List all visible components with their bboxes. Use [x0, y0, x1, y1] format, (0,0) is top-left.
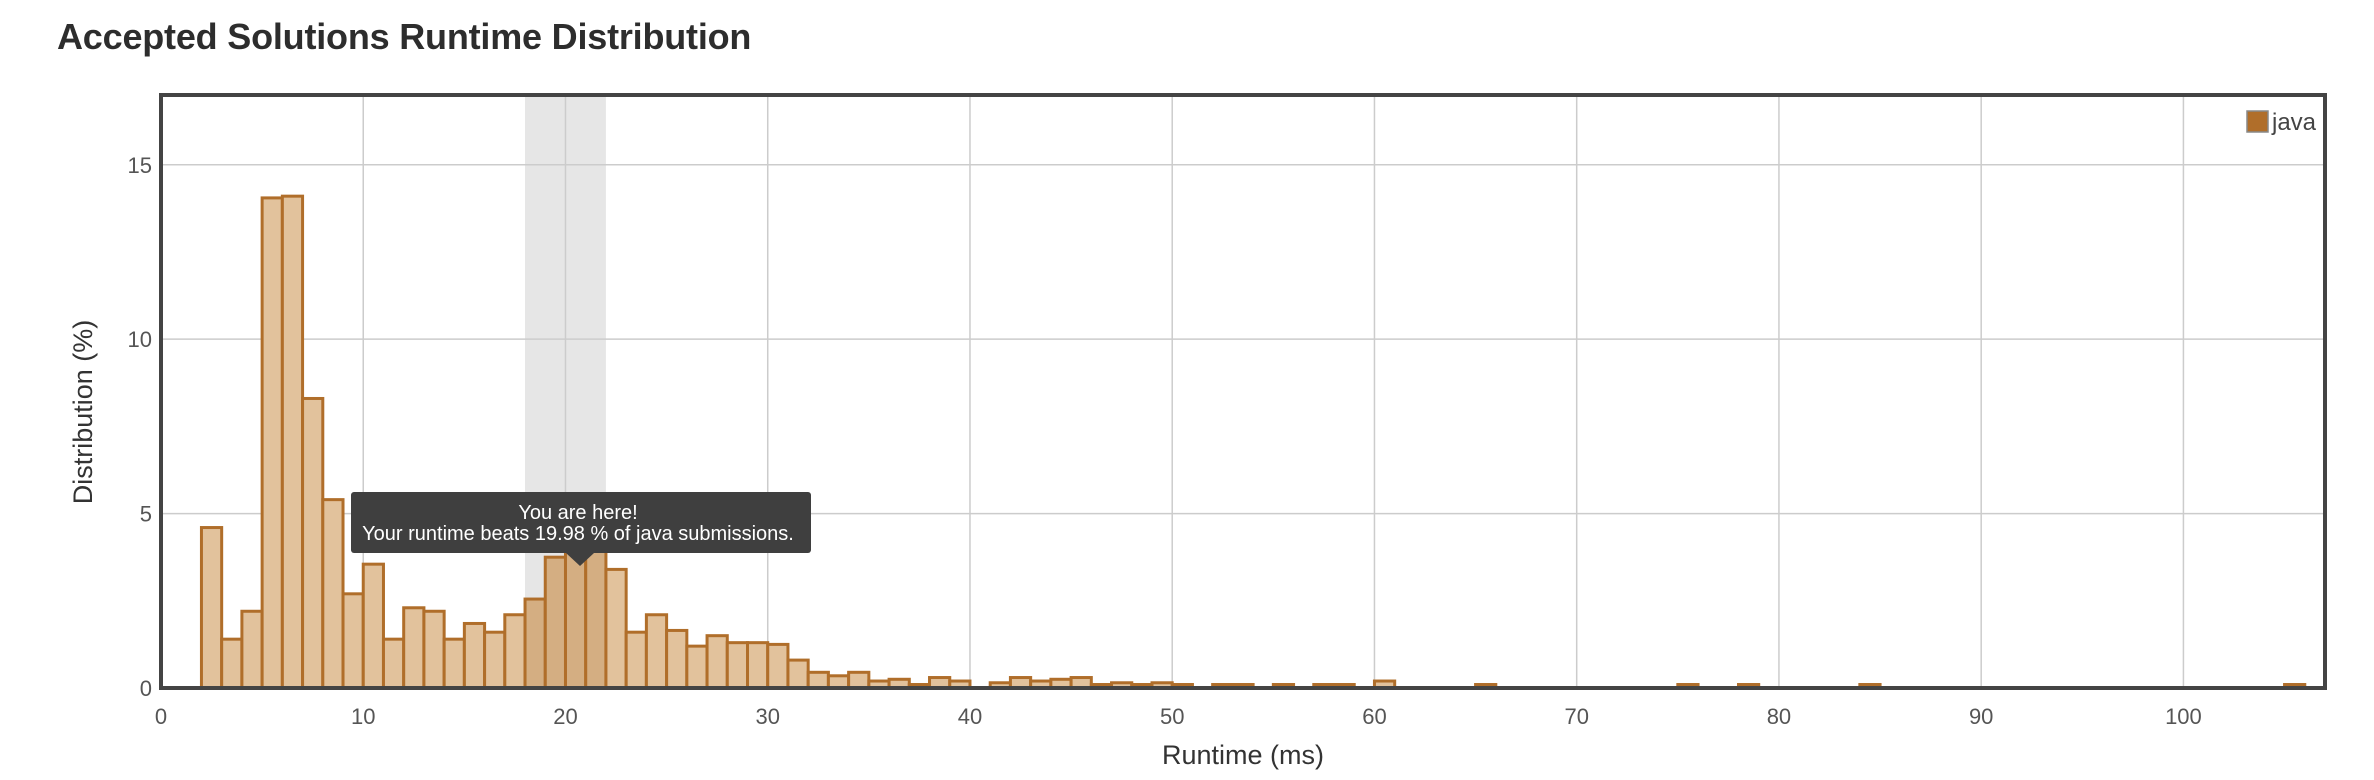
bar-6ms[interactable]	[280, 194, 305, 690]
x-tick-90: 90	[1969, 704, 1993, 729]
tooltip-arrow	[566, 553, 594, 566]
tooltip-line2: Your runtime beats 19.98 % of java submi…	[362, 523, 794, 545]
bar-12ms[interactable]	[402, 606, 426, 690]
legend-swatch	[2246, 110, 2269, 133]
bar-11ms[interactable]	[381, 637, 406, 690]
bar-13ms[interactable]	[422, 609, 446, 690]
x-tick-30: 30	[755, 704, 779, 729]
bar-29ms[interactable]	[746, 641, 770, 690]
y-tick-15: 15	[128, 153, 152, 178]
x-axis-label: Runtime (ms)	[1162, 740, 1324, 770]
grid-lines	[161, 95, 2325, 688]
bar-17ms[interactable]	[503, 613, 527, 690]
bar-16ms[interactable]	[483, 630, 507, 690]
bar-14ms[interactable]	[442, 637, 466, 690]
tooltip-line1: You are here!	[518, 502, 637, 524]
bar-19ms[interactable]	[543, 555, 567, 690]
x-tick-0: 0	[155, 704, 167, 729]
y-tick-5: 5	[140, 502, 152, 527]
bar-26ms[interactable]	[685, 644, 709, 690]
bar-27ms[interactable]	[705, 634, 729, 690]
x-tick-70: 70	[1564, 704, 1588, 729]
x-tick-40: 40	[958, 704, 982, 729]
bar-22ms[interactable]	[604, 567, 628, 690]
bar-28ms[interactable]	[725, 641, 750, 690]
bar-9ms[interactable]	[341, 592, 365, 690]
bar-18ms[interactable]	[523, 597, 547, 690]
x-tick-20: 20	[553, 704, 577, 729]
plot-background	[161, 95, 2325, 688]
bar-30ms[interactable]	[766, 642, 790, 690]
x-tick-50: 50	[1160, 704, 1184, 729]
bar-24ms[interactable]	[644, 613, 669, 690]
legend[interactable]: java	[2246, 109, 2317, 136]
x-tick-80: 80	[1767, 704, 1791, 729]
bar-3ms[interactable]	[220, 637, 244, 690]
y-tick-0: 0	[140, 676, 152, 701]
x-tick-60: 60	[1362, 704, 1386, 729]
x-tick-100: 100	[2165, 704, 2202, 729]
y-tick-10: 10	[128, 327, 152, 352]
bar-7ms[interactable]	[301, 396, 325, 690]
bar-15ms[interactable]	[462, 621, 487, 690]
chart-title: Accepted Solutions Runtime Distribution	[57, 16, 752, 57]
bar-25ms[interactable]	[665, 628, 689, 690]
plot-frame	[159, 93, 2327, 690]
y-axis-label: Distribution (%)	[68, 320, 98, 505]
bar-32ms[interactable]	[806, 670, 830, 690]
bar-23ms[interactable]	[624, 630, 648, 690]
x-tick-labels: 0 10 20 30 40 50 60 70 80 90 100	[155, 704, 2202, 729]
bar-10ms[interactable]	[361, 562, 385, 690]
bar-31ms[interactable]	[786, 658, 810, 690]
tooltip: You are here! Your runtime beats 19.98 %…	[351, 492, 811, 566]
bar-8ms[interactable]	[321, 498, 345, 690]
tooltip-box	[351, 492, 811, 553]
x-tick-10: 10	[351, 704, 375, 729]
bar-34ms[interactable]	[847, 670, 871, 690]
y-tick-labels: 0 5 10 15	[128, 153, 152, 701]
bar-5ms[interactable]	[260, 196, 284, 690]
bar-2ms[interactable]	[199, 526, 224, 690]
legend-label: java	[2271, 109, 2317, 136]
bar-4ms[interactable]	[240, 609, 264, 690]
